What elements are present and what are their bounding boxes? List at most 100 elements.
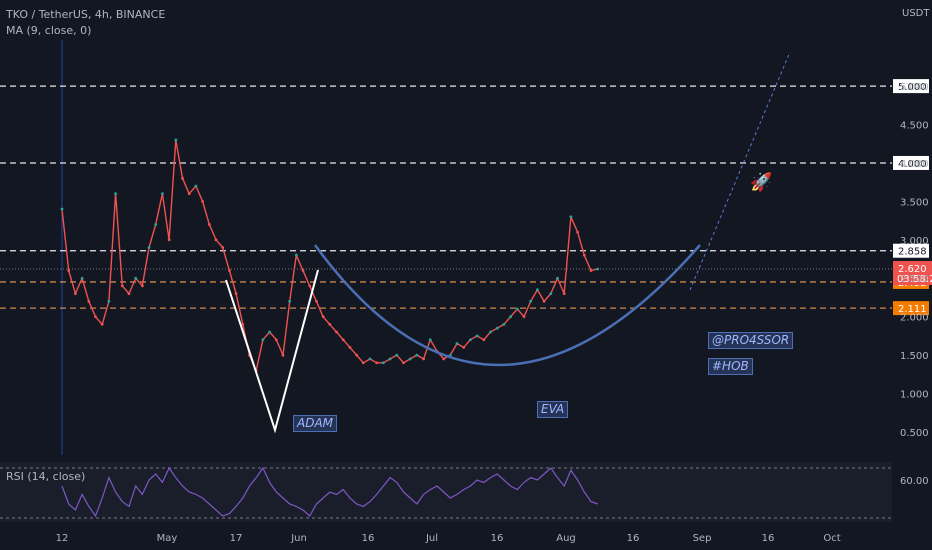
price-point	[94, 315, 97, 319]
x-tick-label: 16	[762, 533, 775, 544]
symbol-legend[interactable]: TKO / TetherUS, 4h, BINANCE	[6, 8, 166, 21]
hashtag-annotation[interactable]: #HOB	[708, 358, 753, 375]
x-tick-label: Jun	[290, 533, 307, 544]
price-point	[589, 269, 593, 272]
adam-annotation[interactable]: ADAM	[293, 415, 338, 432]
level-tag: 4.000	[898, 159, 927, 170]
price-point	[174, 138, 178, 142]
x-tick-label: Jul	[425, 533, 438, 544]
y-tick-label: 3.500	[900, 197, 929, 208]
price-point	[455, 342, 459, 345]
y-tick-label: 0.500	[900, 428, 929, 439]
level-tag-bg	[893, 301, 929, 316]
author-annotation[interactable]: @PRO4SSOR	[708, 332, 794, 349]
price-point	[241, 322, 245, 326]
price-point	[161, 192, 164, 196]
price-point	[576, 230, 579, 234]
price-point	[227, 269, 231, 272]
price-point	[549, 292, 553, 296]
level-tag-bg	[893, 79, 929, 94]
price-point	[134, 276, 138, 280]
price-point	[80, 276, 84, 280]
price-point	[114, 192, 117, 196]
rsi-tick: 60.00	[900, 476, 929, 487]
x-tick-label: Oct	[823, 533, 840, 544]
price-point	[107, 299, 111, 303]
eva-cup-arc	[313, 244, 701, 367]
rocket-icon: 🚀	[750, 172, 773, 193]
currency-label: USDT	[902, 8, 930, 19]
x-tick-label: 16	[362, 533, 375, 544]
price-point	[221, 246, 225, 249]
price-point	[214, 238, 218, 242]
price-point	[181, 176, 184, 180]
last-price-bg	[893, 261, 932, 286]
price-point	[569, 215, 573, 219]
ma-legend[interactable]: MA (9, close, 0)	[6, 24, 92, 37]
rsi-pane	[0, 462, 892, 522]
price-point	[321, 315, 325, 319]
price-point	[582, 253, 586, 257]
price-point	[140, 284, 144, 288]
price-point	[187, 192, 191, 196]
price-point	[261, 338, 265, 342]
x-tick-label: Sep	[693, 533, 712, 544]
price-point	[294, 253, 298, 257]
price-point	[127, 292, 131, 296]
price-point	[348, 346, 352, 349]
price-point	[542, 299, 546, 303]
price-point	[274, 338, 278, 342]
y-tick-label: 3.000	[900, 236, 929, 247]
level-tag-bg	[893, 243, 929, 258]
price-point	[596, 267, 600, 271]
price-point	[67, 269, 71, 272]
level-tag: 5.000	[898, 82, 927, 93]
y-tick-label: 2.000	[900, 313, 929, 324]
price-point	[509, 315, 513, 319]
price-point	[395, 353, 399, 357]
level-tag: 2.858	[898, 247, 927, 258]
adam-pattern-line	[225, 269, 319, 434]
price-point	[194, 184, 198, 188]
projection-line	[689, 51, 791, 291]
level-tag-bg	[893, 155, 929, 170]
price-point	[482, 338, 486, 342]
price-point	[442, 357, 446, 361]
price-point	[422, 357, 425, 361]
price-point	[535, 288, 539, 292]
countdown: 03:58:2	[897, 274, 932, 285]
y-tick-label: 5.000	[900, 82, 929, 93]
price-point	[315, 299, 318, 303]
rsi-line	[61, 466, 598, 518]
price-point	[87, 299, 91, 303]
price-point	[515, 307, 519, 311]
y-tick-label: 1.500	[900, 351, 929, 362]
price-point	[415, 353, 419, 357]
x-tick-label: 16	[627, 533, 640, 544]
price-point	[529, 299, 533, 303]
price-point	[381, 361, 385, 365]
price-point	[562, 292, 566, 296]
price-point	[489, 330, 492, 334]
price-point	[469, 338, 472, 342]
price-point	[341, 338, 345, 342]
price-point	[120, 284, 124, 288]
y-tick-label: 4.000	[900, 159, 929, 170]
x-tick-label: 12	[56, 533, 69, 544]
price-point	[73, 292, 77, 296]
price-point	[556, 276, 559, 280]
price-point	[428, 338, 432, 342]
price-point	[522, 315, 526, 319]
price-point	[328, 322, 332, 326]
price-point	[201, 199, 205, 203]
price-line	[61, 139, 598, 373]
rsi-legend[interactable]: RSI (14, close)	[6, 470, 86, 483]
price-point	[207, 223, 211, 226]
price-point	[100, 322, 104, 326]
price-point	[502, 322, 506, 326]
x-tick-label: Aug	[556, 533, 576, 544]
price-point	[375, 361, 379, 365]
level-tag: 2.111	[898, 304, 927, 315]
eva-annotation[interactable]: EVA	[537, 401, 569, 418]
